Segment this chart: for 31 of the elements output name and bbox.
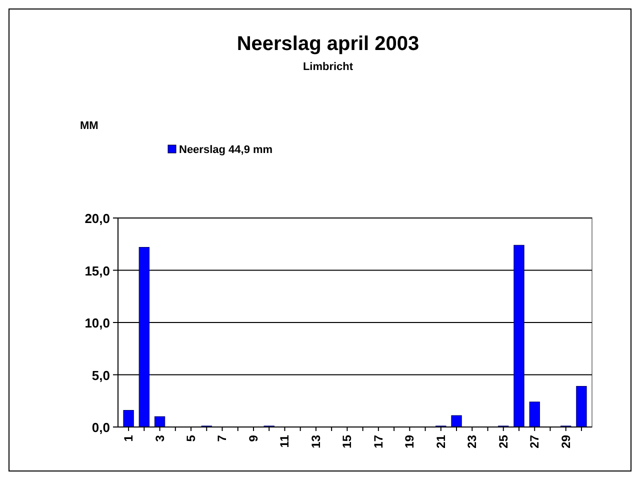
text: MM [80,120,98,132]
bar [123,410,134,428]
legend-label: Neerslag 44,9 mm [179,144,273,156]
x-tick-label: 9 [246,434,260,442]
y-tick-label: 0,0 [92,420,110,435]
y-tick-label: 5,0 [92,368,110,383]
bar [529,402,540,428]
bar [138,247,150,428]
x-tick-label: 21 [434,434,448,448]
y-tick-label: 15,0 [84,263,110,278]
x-tick-label: 25 [496,434,510,448]
x-tick-label: 19 [402,434,417,448]
x-tick-label: 1 [122,434,136,442]
x-tick-label: 11 [278,434,292,448]
chart-subtitle: Limbricht [302,61,354,73]
x-tick-label: 5 [184,434,198,442]
bar [514,244,524,428]
x-tick-label: 29 [558,434,573,448]
x-tick-label: 3 [152,434,167,442]
x-tick-label: 17 [371,434,386,448]
chart-title: Neerslag april 2003 [236,33,420,55]
y-tick-label: 10,0 [84,316,110,330]
x-tick-label: 15 [340,434,354,448]
bar [154,416,166,428]
x-tick-label: 27 [528,434,542,448]
bar [576,386,587,428]
bar [451,415,462,428]
x-tick-label: 13 [308,434,323,448]
x-tick-label: 23 [465,434,480,448]
x-tick-label: 7 [215,434,230,442]
y-tick-label: 20,0 [84,211,110,226]
